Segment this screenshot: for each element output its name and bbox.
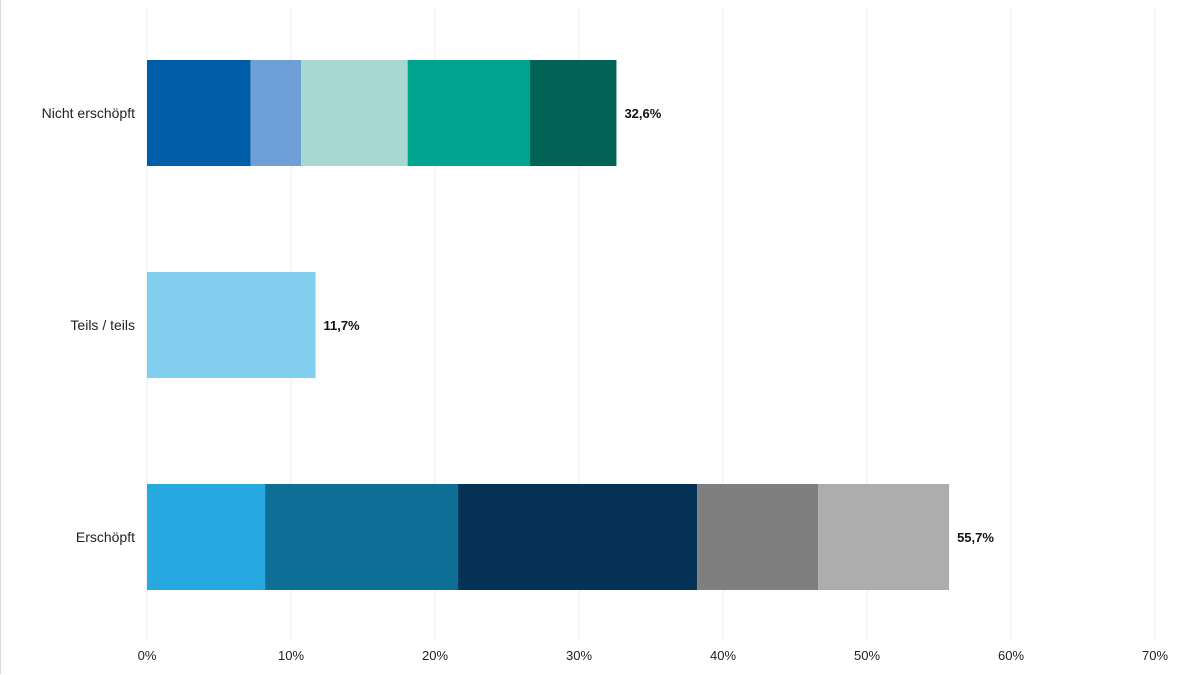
bar-segment (407, 60, 531, 166)
x-tick-label: 30% (566, 648, 592, 663)
bar-segment (147, 484, 266, 590)
bar-segment (250, 60, 302, 166)
bar-segment (818, 484, 950, 590)
bar-segment (530, 60, 617, 166)
bar-segment (147, 60, 251, 166)
data-label: 55,7% (957, 530, 994, 545)
x-tick-label: 40% (710, 648, 736, 663)
x-tick-label: 20% (422, 648, 448, 663)
category-label: Teils / teils (70, 317, 135, 333)
data-label: 11,7% (323, 318, 360, 333)
data-label: 32,6% (624, 106, 661, 121)
x-tick-label: 70% (1142, 648, 1168, 663)
bar-segment (458, 484, 698, 590)
bar-segment (301, 60, 408, 166)
x-tick-label: 50% (854, 648, 880, 663)
x-tick-label: 10% (278, 648, 304, 663)
category-label: Nicht erschöpft (42, 105, 135, 121)
bar-segment (147, 272, 316, 378)
bar-segment (265, 484, 459, 590)
bar-segment (697, 484, 819, 590)
x-tick-label: 60% (998, 648, 1024, 663)
x-tick-label: 0% (138, 648, 157, 663)
category-label: Erschöpft (76, 529, 135, 545)
